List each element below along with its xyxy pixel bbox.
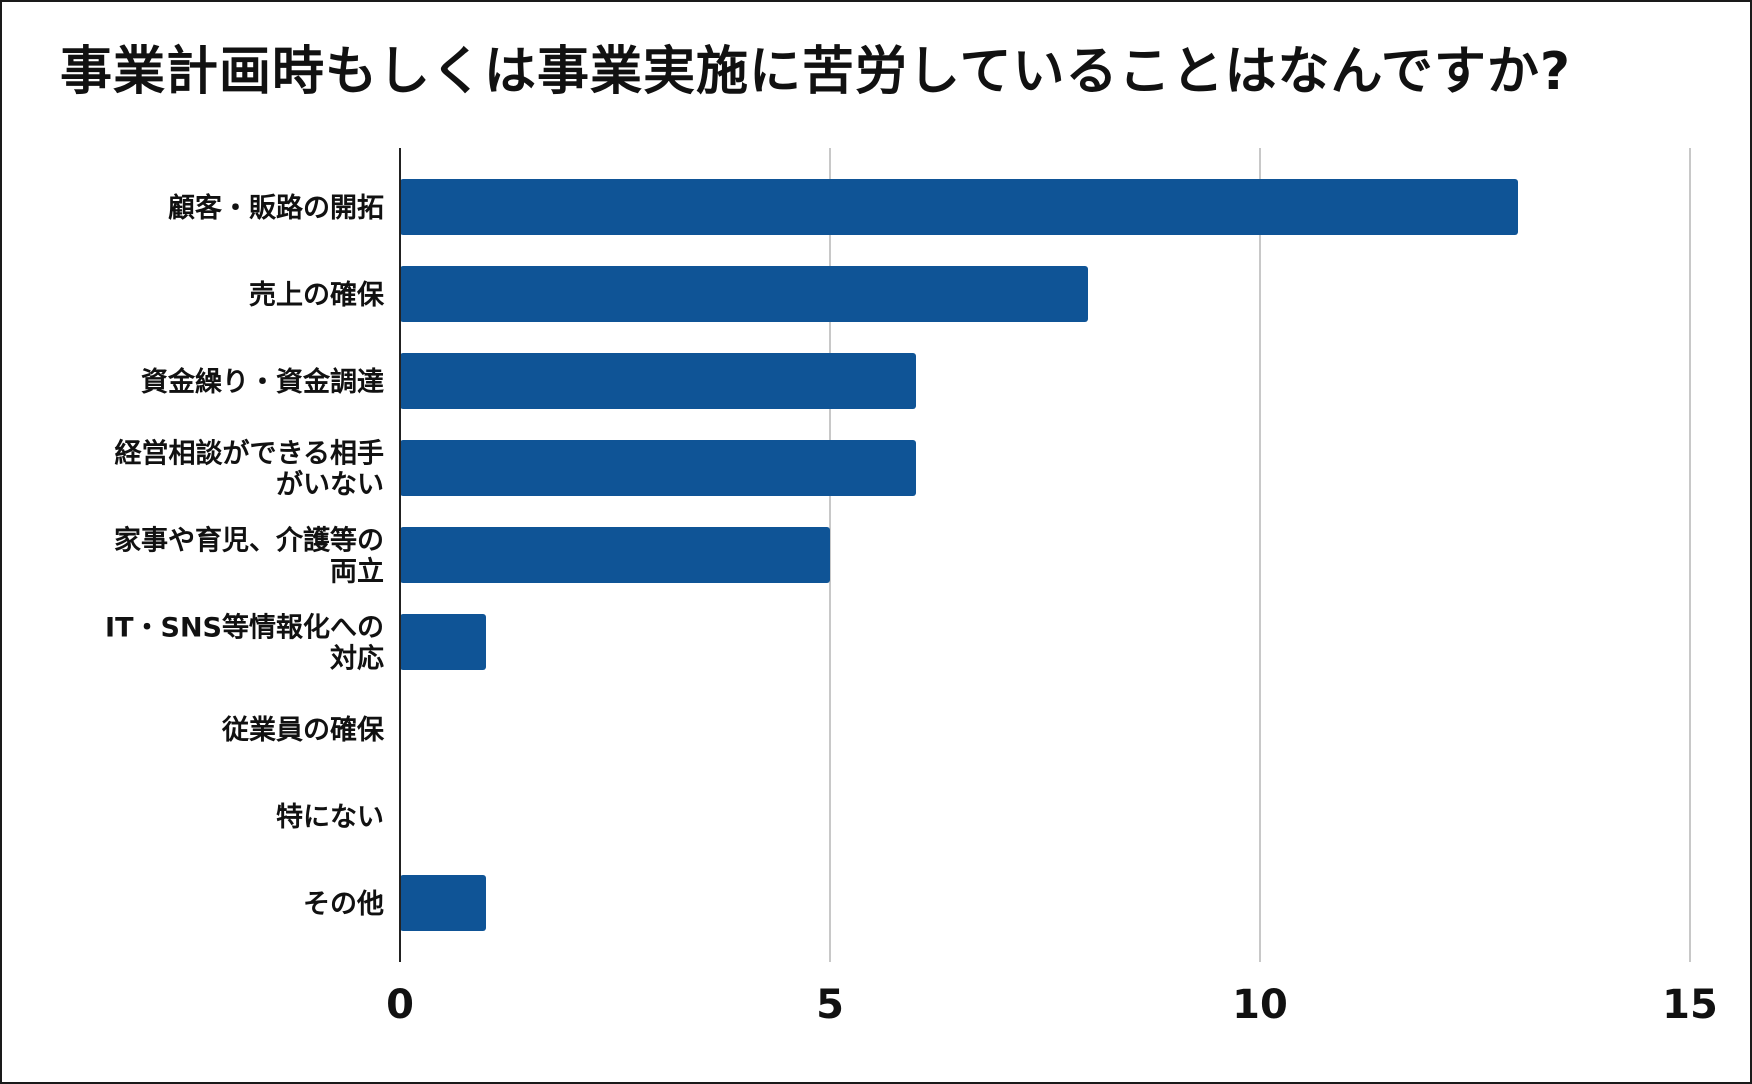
- category-label: 家事や育児、介護等の: [114, 525, 384, 557]
- bar: [400, 353, 916, 409]
- x-tick-label: 0: [386, 982, 414, 1028]
- category-label: 従業員の確保: [221, 714, 385, 746]
- category-label: 売上の確保: [249, 279, 385, 311]
- category-label: その他: [303, 889, 384, 920]
- category-label: 顧客・販路の開拓: [168, 192, 384, 224]
- category-label: IT・SNS等情報化への: [105, 612, 384, 644]
- x-tick-label: 10: [1232, 982, 1288, 1028]
- category-label: がいない: [276, 469, 384, 501]
- bar: [400, 266, 1088, 322]
- chart-title: 事業計画時もしくは事業実施に苦労していることはなんですか?: [60, 42, 1572, 102]
- bar: [400, 179, 1518, 235]
- bar: [400, 875, 486, 931]
- category-label: 特にない: [276, 802, 384, 833]
- category-label: 対応: [330, 643, 384, 675]
- category-label: 両立: [330, 556, 384, 588]
- bar: [400, 614, 486, 670]
- x-tick-label: 15: [1662, 982, 1718, 1028]
- x-tick-label: 5: [816, 982, 844, 1028]
- bar: [400, 527, 830, 583]
- bar: [400, 440, 916, 496]
- category-label: 資金繰り・資金調達: [141, 366, 384, 398]
- category-label: 経営相談ができる相手: [115, 438, 384, 470]
